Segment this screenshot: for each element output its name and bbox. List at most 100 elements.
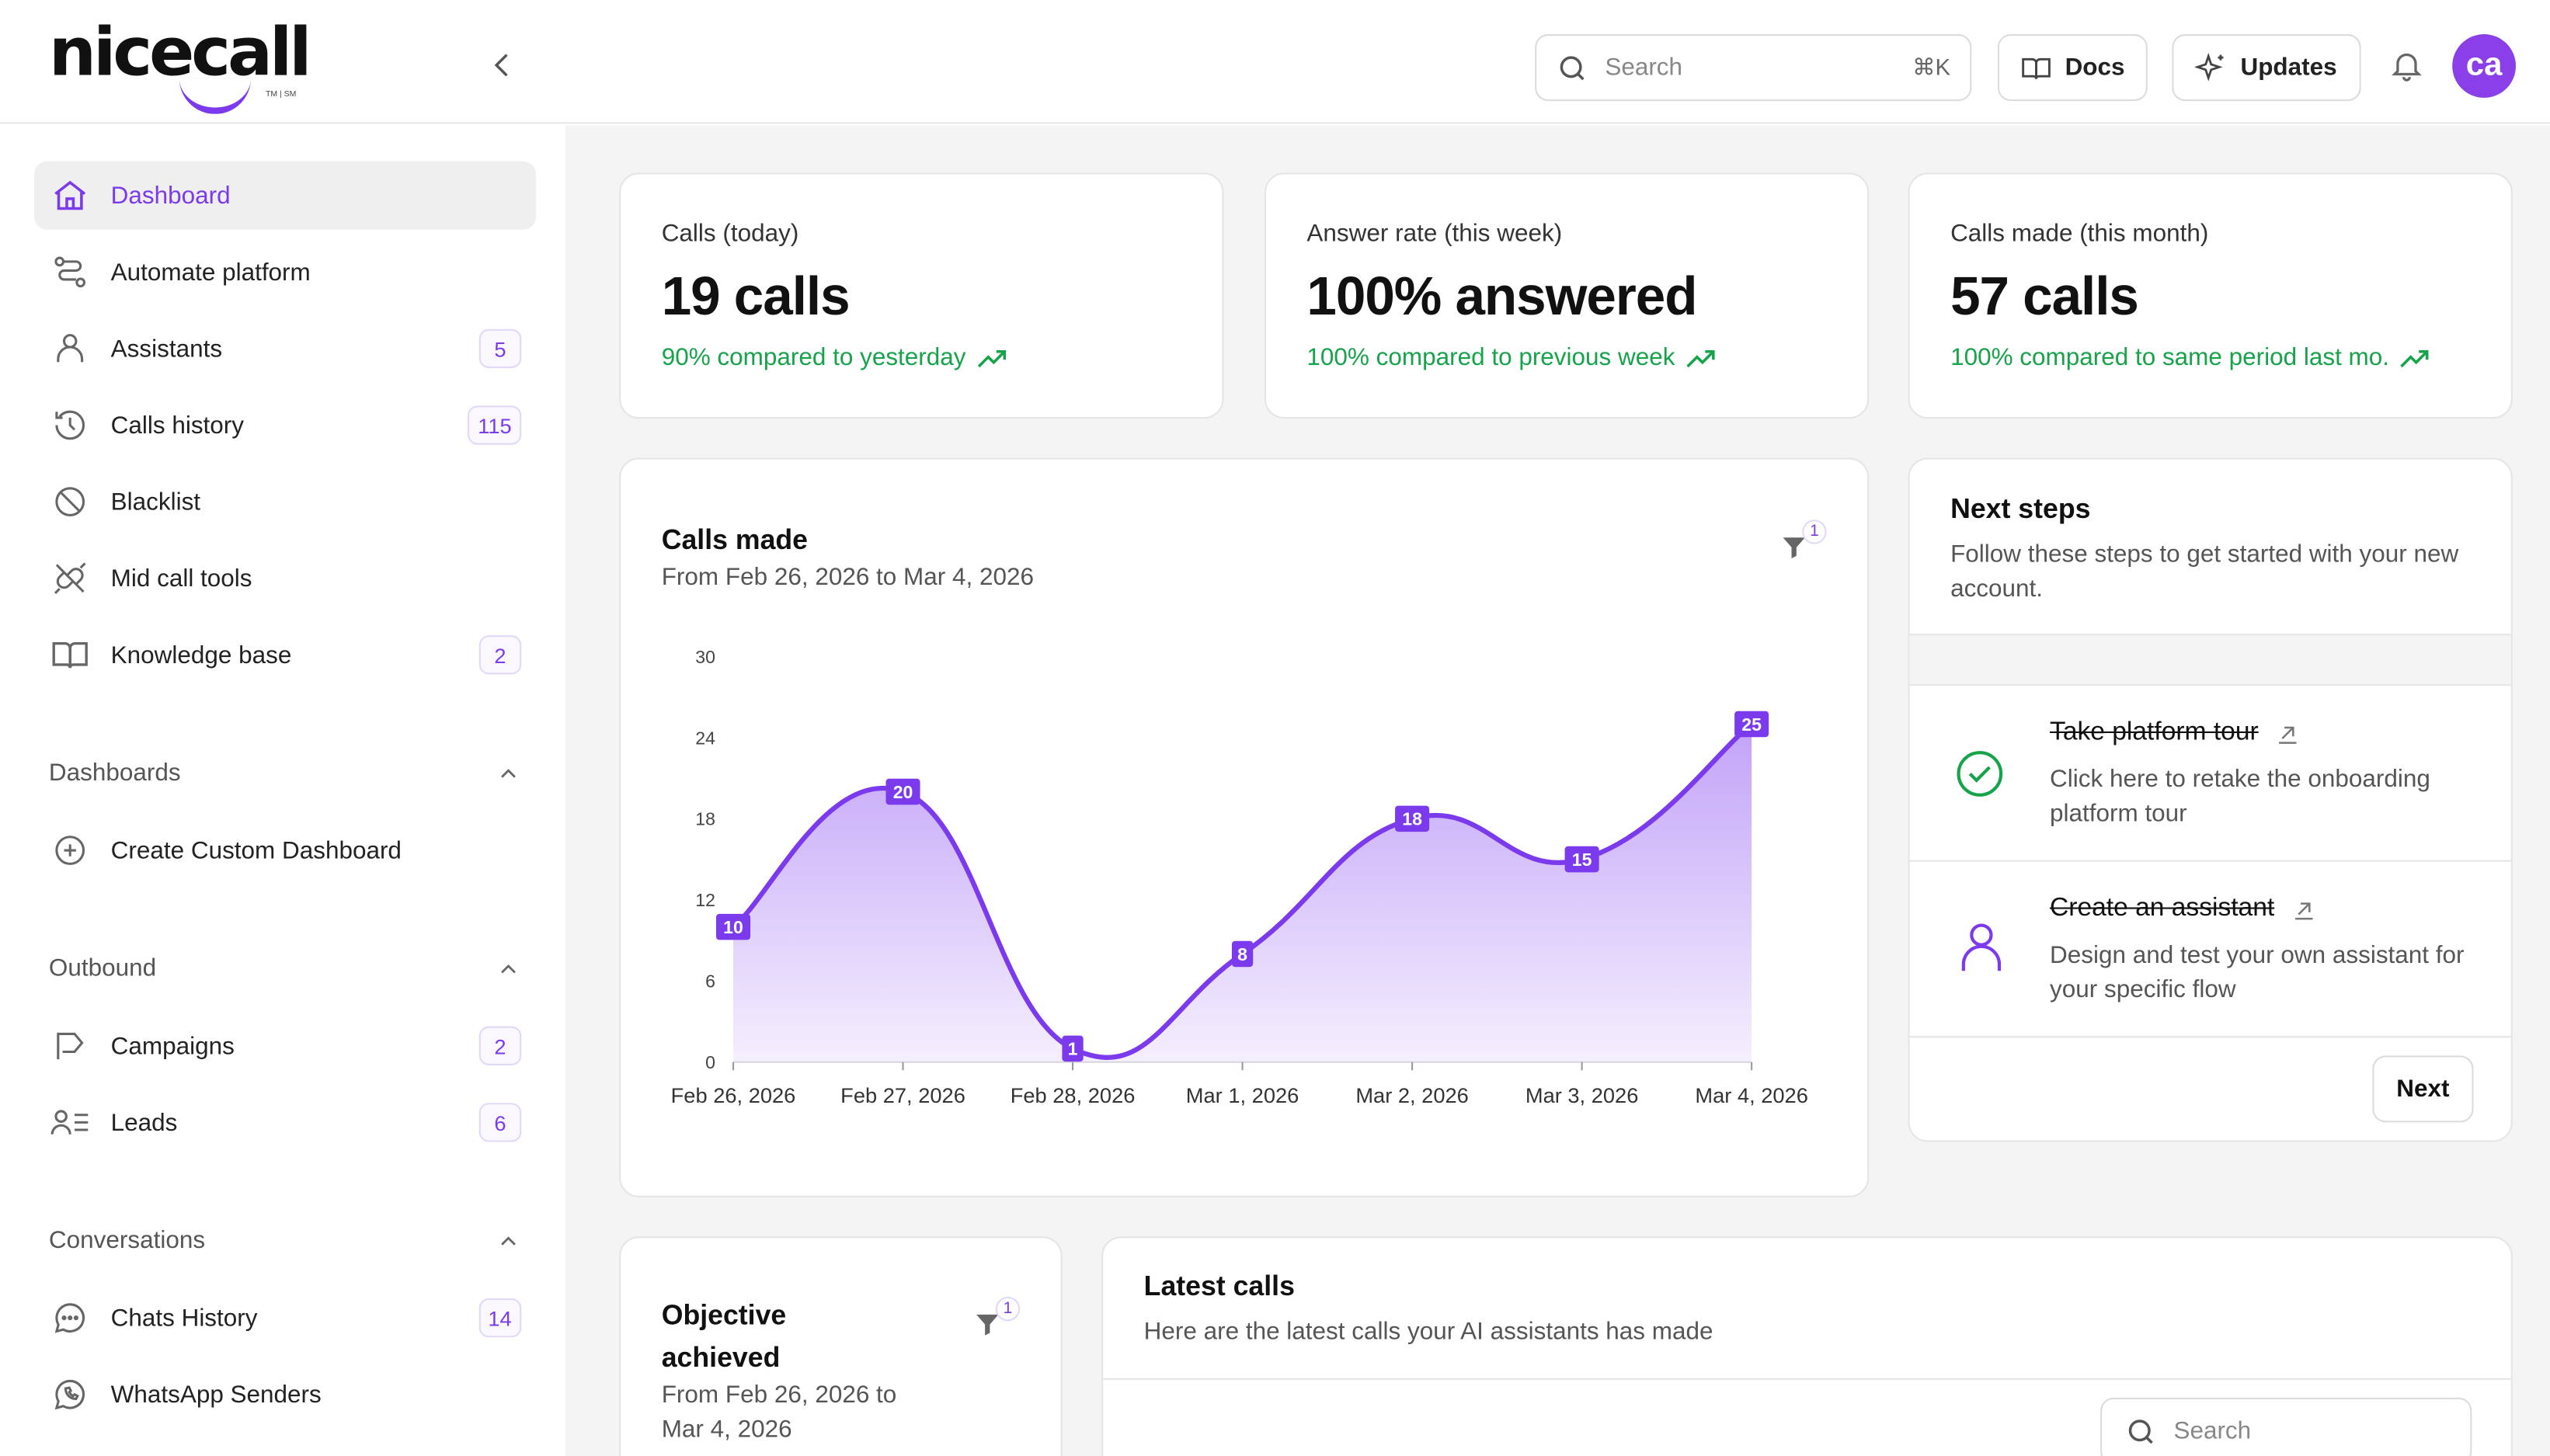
- sidebar-item-chats-history[interactable]: Chats History 14: [34, 1284, 536, 1352]
- filter-count-badge: 1: [995, 1296, 1021, 1322]
- y-tick-label: 30: [695, 647, 715, 667]
- sidebar-item-knowledge-base[interactable]: Knowledge base 2: [34, 620, 536, 689]
- x-tick-label: Mar 4, 2026: [1695, 1083, 1808, 1107]
- section-title: Outbound: [48, 954, 157, 982]
- x-tick-label: Feb 28, 2026: [1011, 1083, 1136, 1107]
- history-icon: [50, 405, 89, 444]
- section-title: Dashboards: [48, 759, 181, 787]
- y-tick-label: 12: [695, 890, 715, 910]
- section-header-conversations[interactable]: Conversations: [48, 1226, 521, 1255]
- search-icon: [1560, 55, 1585, 80]
- trend-text: 90% compared to yesterday: [661, 343, 966, 372]
- steps-divider: [1909, 634, 2511, 685]
- external-link-icon: [2294, 902, 2313, 920]
- filter-icon: [1783, 537, 1805, 559]
- user-list-icon: [50, 1103, 89, 1142]
- step-create-assistant[interactable]: Create an assistant Design and test your…: [1909, 860, 2511, 1037]
- sidebar-item-automate-platform[interactable]: Automate platform: [34, 238, 536, 306]
- count-badge: 2: [478, 635, 522, 675]
- latest-calls-search-input[interactable]: Search: [2100, 1397, 2472, 1456]
- stat-label: Calls (today): [661, 220, 799, 248]
- logo-trademark: TM | SM: [265, 89, 297, 99]
- sidebar-item-label: Calls history: [110, 411, 245, 440]
- stat-trend: 90% compared to yesterday: [661, 343, 1008, 372]
- filter-icon: [976, 1314, 999, 1336]
- data-label: 25: [1741, 714, 1762, 735]
- updates-button[interactable]: Updates: [2172, 34, 2361, 102]
- stat-card-calls-month: Calls made (this month) 57 calls 100% co…: [1908, 172, 2513, 419]
- notifications-button[interactable]: [2388, 47, 2424, 92]
- data-point-marker: [1734, 711, 1769, 738]
- step-take-platform-tour[interactable]: Take platform tour Click here to retake …: [1909, 684, 2511, 860]
- trend-text: 100% compared to previous week: [1306, 343, 1675, 372]
- data-point-marker: [715, 913, 751, 940]
- chart-filter-button[interactable]: 1: [1779, 520, 1827, 570]
- y-tick-label: 24: [695, 728, 715, 748]
- user-icon: [1961, 923, 2002, 971]
- y-tick-label: 6: [705, 971, 715, 992]
- sidebar-item-calls-history[interactable]: Calls history 115: [34, 391, 536, 459]
- section-header-dashboards[interactable]: Dashboards: [49, 759, 521, 787]
- user-icon: [50, 329, 89, 368]
- chat-bubble-icon: [50, 1298, 89, 1337]
- x-tick-label: Mar 2, 2026: [1355, 1083, 1469, 1107]
- chevron-up-icon: [501, 1235, 516, 1245]
- create-custom-dashboard-button[interactable]: Create Custom Dashboard: [34, 816, 536, 884]
- stat-label: Answer rate (this week): [1306, 220, 1563, 248]
- section-title: Conversations: [48, 1226, 206, 1255]
- calls-made-chart-card: Calls made From Feb 26, 2026 to Mar 4, 2…: [619, 457, 1870, 1197]
- stat-value: 100% answered: [1306, 265, 1697, 326]
- sidebar-item-dashboard[interactable]: Dashboard: [34, 161, 537, 230]
- objective-filter-button[interactable]: 1: [972, 1296, 1021, 1347]
- count-badge: 2: [478, 1026, 522, 1065]
- count-badge: 115: [468, 405, 522, 445]
- trending-up-icon: [1686, 349, 1715, 367]
- stat-trend: 100% compared to previous week: [1306, 343, 1717, 372]
- stat-trend: 100% compared to same period last mo.: [1950, 344, 2432, 371]
- data-label: 10: [723, 917, 743, 937]
- data-label: 15: [1572, 850, 1592, 870]
- sidebar-item-label: Campaigns: [110, 1031, 235, 1060]
- chart-card-title: Calls made: [661, 524, 809, 556]
- sidebar-item-assistants[interactable]: Assistants 5: [34, 314, 536, 383]
- stat-card-answer-rate: Answer rate (this week) 100% answered 10…: [1264, 172, 1870, 419]
- latest-calls-title: Latest calls: [1143, 1270, 1295, 1302]
- data-point-marker: [1231, 940, 1254, 968]
- workflow-icon: [50, 252, 89, 291]
- global-search-input[interactable]: Search ⌘K: [1535, 34, 1972, 102]
- y-tick-label: 18: [695, 809, 715, 829]
- objective-subtitle: From Feb 26, 2026 to Mar 4, 2026: [661, 1381, 897, 1444]
- objective-achieved-card: Objective achieved From Feb 26, 2026 to …: [619, 1236, 1063, 1456]
- latest-calls-card: Latest calls Here are the latest calls y…: [1101, 1236, 2513, 1456]
- stat-value: 57 calls: [1950, 265, 2139, 326]
- sidebar-item-campaigns[interactable]: Campaigns 2: [34, 1012, 536, 1080]
- data-label: 18: [1402, 809, 1422, 829]
- search-placeholder: Search: [2173, 1417, 2252, 1445]
- sparkles-icon: [2194, 51, 2224, 81]
- data-label: 8: [1237, 944, 1247, 964]
- plus-circle-icon: [50, 831, 89, 870]
- section-header-outbound[interactable]: Outbound: [49, 954, 521, 982]
- user-avatar[interactable]: ca: [2452, 34, 2517, 98]
- chevron-left-icon: [494, 54, 508, 76]
- ban-icon: [50, 482, 89, 521]
- brand-logo[interactable]: nicecall: [48, 12, 312, 92]
- docs-button[interactable]: Docs: [1997, 34, 2148, 102]
- sidebar-item-blacklist[interactable]: Blacklist: [34, 467, 536, 536]
- sidebar-item-whatsapp-senders[interactable]: WhatsApp Senders: [34, 1360, 536, 1429]
- search-placeholder: Search: [1605, 54, 1683, 82]
- sidebar-item-mid-call-tools[interactable]: Mid call tools: [34, 544, 536, 613]
- campaign-flag-icon: [50, 1027, 89, 1065]
- steps-footer-divider: [1909, 1036, 2511, 1038]
- step-title-text: Take platform tour: [2050, 718, 2259, 746]
- next-step-button[interactable]: Next: [2372, 1055, 2474, 1123]
- sidebar-item-leads[interactable]: Leads 6: [34, 1088, 536, 1156]
- updates-label: Updates: [2240, 54, 2337, 82]
- x-tick-label: Mar 1, 2026: [1186, 1083, 1299, 1107]
- check-circle-icon: [1957, 751, 2003, 797]
- collapse-sidebar-button[interactable]: [482, 46, 521, 85]
- chart-card-subtitle: From Feb 26, 2026 to Mar 4, 2026: [661, 563, 1034, 592]
- next-steps-subtitle: Follow these steps to get started with y…: [1950, 540, 2459, 603]
- step-title-text: Create an assistant: [2050, 894, 2275, 923]
- trending-up-icon: [977, 349, 1006, 367]
